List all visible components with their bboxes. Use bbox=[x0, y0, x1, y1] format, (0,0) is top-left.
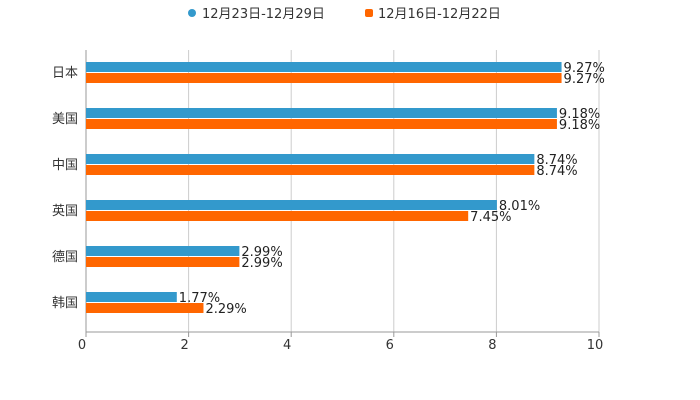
data-label-series-2: 2.29% bbox=[205, 302, 246, 317]
bars bbox=[86, 62, 562, 313]
bar-series-1 bbox=[86, 292, 177, 302]
data-label-series-1: 8.01% bbox=[499, 199, 540, 214]
x-tick-label: 10 bbox=[587, 338, 604, 353]
bar-series-1 bbox=[86, 108, 557, 118]
data-label-series-1: 9.18% bbox=[559, 107, 600, 122]
data-labels: 9.27%9.27% 9.18%9.18% 8.74%8.74% 8.01%7.45%… bbox=[179, 61, 605, 317]
x-axis-ticks: 0 2 4 6 8 10 bbox=[78, 332, 603, 353]
legend-marker-series-1 bbox=[188, 9, 196, 17]
data-label-series-2: 2.99% bbox=[241, 256, 282, 271]
x-tick-label: 4 bbox=[283, 338, 291, 353]
data-label-series-2: 9.18% bbox=[559, 118, 600, 133]
bar-series-1 bbox=[86, 246, 240, 256]
grid bbox=[85, 50, 600, 333]
category-label: 英国 bbox=[52, 204, 78, 219]
bar-series-2 bbox=[86, 165, 535, 175]
legend-label-series-1: 12月23日-12月29日 bbox=[202, 7, 325, 22]
data-label-series-1: 2.99% bbox=[241, 245, 282, 260]
bar-series-2 bbox=[86, 73, 562, 83]
data-label-series-2: 8.74% bbox=[536, 164, 577, 179]
bar-series-1 bbox=[86, 154, 535, 164]
legend-marker-series-2 bbox=[365, 9, 373, 17]
x-tick-label: 2 bbox=[180, 338, 188, 353]
category-label: 美国 bbox=[52, 112, 78, 127]
data-label-series-1: 9.27% bbox=[564, 61, 605, 76]
data-label-series-1: 1.77% bbox=[179, 291, 220, 306]
data-label-series-2: 9.27% bbox=[564, 72, 605, 87]
bar-series-2 bbox=[86, 303, 204, 313]
bar-series-2 bbox=[86, 211, 469, 221]
category-label: 中国 bbox=[52, 158, 78, 173]
bar-series-1 bbox=[86, 62, 562, 72]
category-label: 德国 bbox=[52, 250, 78, 265]
x-tick-label: 0 bbox=[78, 338, 86, 353]
bar-series-2 bbox=[86, 119, 557, 129]
data-label-series-1: 8.74% bbox=[536, 153, 577, 168]
x-tick-label: 6 bbox=[386, 338, 394, 353]
legend-label-series-2: 12月16日-12月22日 bbox=[378, 7, 501, 22]
category-label: 日本 bbox=[52, 66, 78, 81]
bar-series-1 bbox=[86, 200, 497, 210]
x-tick-label: 8 bbox=[488, 338, 496, 353]
bar-series-2 bbox=[86, 257, 240, 267]
legend: 12月23日-12月29日 12月16日-12月22日 bbox=[188, 7, 501, 22]
category-label: 韩国 bbox=[52, 296, 78, 311]
data-label-series-2: 7.45% bbox=[470, 210, 511, 225]
